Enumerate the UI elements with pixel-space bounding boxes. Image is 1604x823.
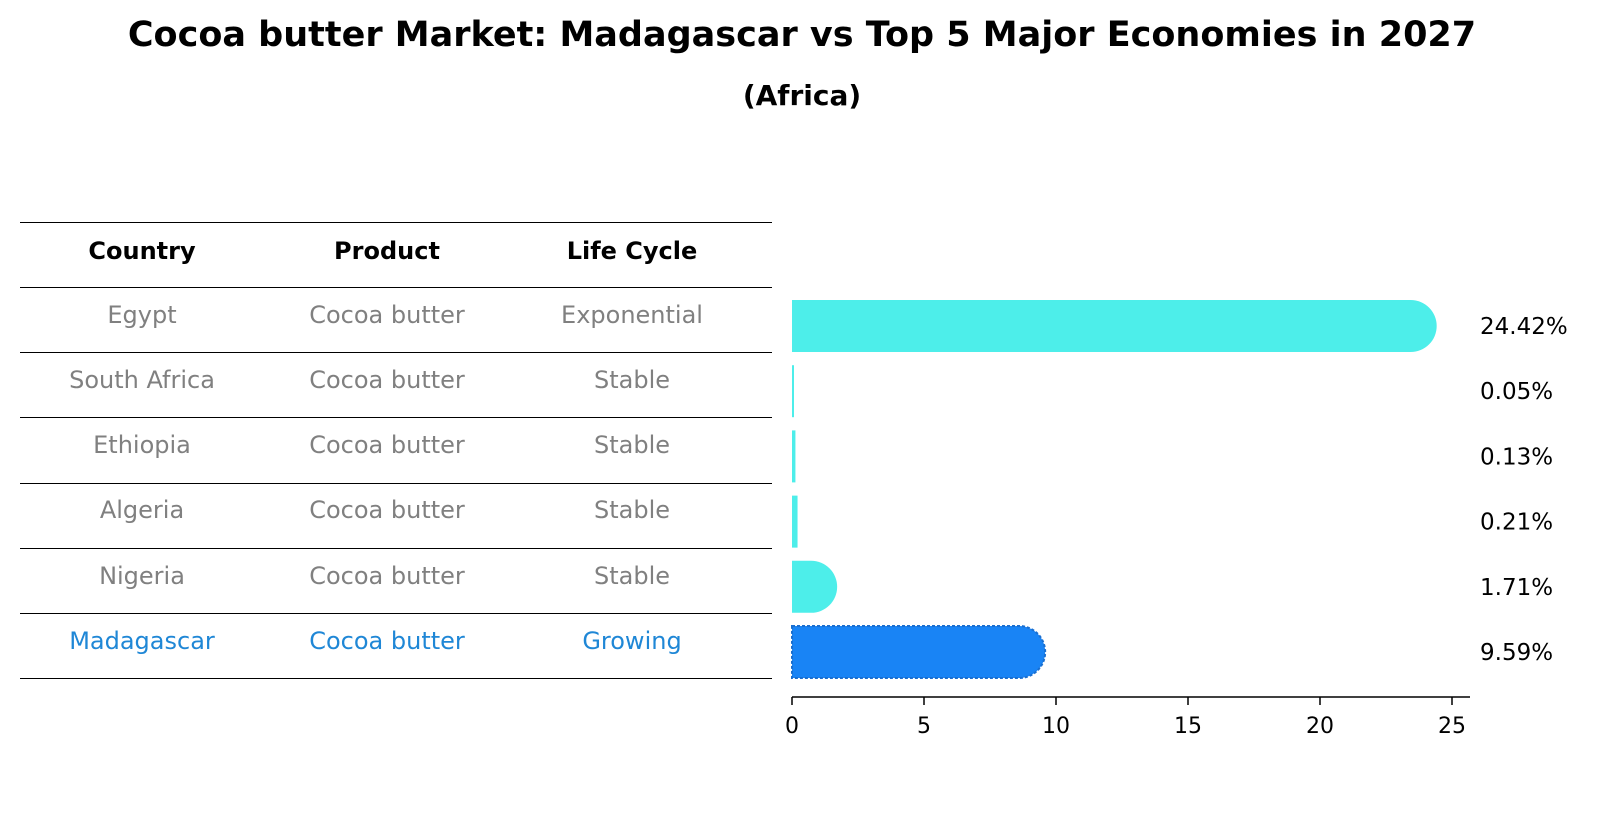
cell-product-highlight: Cocoa butter [309, 627, 465, 655]
value-label: 9.59% [1480, 640, 1553, 666]
value-label: 0.21% [1480, 510, 1553, 536]
cell-product: Cocoa butter [309, 301, 465, 329]
x-tick-label: 0 [785, 714, 799, 739]
value-label: 24.42% [1480, 314, 1568, 340]
value-label: 1.71% [1480, 575, 1553, 601]
bar [792, 495, 798, 548]
table-rule [20, 352, 772, 353]
cell-country: Algeria [99, 496, 185, 524]
table-rule [20, 222, 772, 223]
table-rule [20, 678, 772, 679]
cell-life-cycle: Stable [593, 366, 671, 394]
cell-country: South Africa [69, 366, 215, 394]
x-tick-label: 15 [1174, 714, 1202, 739]
bar [792, 365, 794, 418]
value-label: 0.05% [1480, 379, 1553, 405]
x-tick-label: 5 [917, 714, 931, 739]
value-label: 0.13% [1480, 444, 1553, 470]
cell-life-cycle: Stable [593, 562, 671, 590]
cell-country: Egypt [107, 301, 177, 329]
table-rule [20, 613, 772, 614]
bar [792, 300, 1437, 352]
cell-life-cycle: Stable [593, 496, 671, 524]
x-tick-label: 10 [1042, 714, 1070, 739]
cell-product: Cocoa butter [309, 496, 465, 524]
cell-country-highlight: Madagascar [69, 627, 215, 655]
chart-title: Cocoa butter Market: Madagascar vs Top 5… [127, 15, 1477, 55]
cell-country: Ethiopia [93, 431, 191, 459]
bar [792, 430, 796, 483]
header-country: Country [88, 237, 196, 265]
cell-country: Nigeria [99, 562, 185, 590]
table-rule [20, 287, 772, 288]
cell-life-cycle: Stable [593, 431, 671, 459]
header-life-cycle: Life Cycle [566, 237, 698, 265]
bar [792, 560, 838, 613]
x-tick-label: 25 [1438, 714, 1466, 739]
chart-subtitle: (Africa) [742, 79, 862, 112]
cell-product: Cocoa butter [309, 366, 465, 394]
table-rule [20, 483, 772, 484]
table-rule [20, 417, 772, 418]
cell-life-cycle-highlight: Growing [582, 627, 682, 655]
bar-highlight [791, 625, 1047, 679]
cell-product: Cocoa butter [309, 431, 465, 459]
header-product: Product [334, 237, 440, 265]
table-rule [20, 548, 772, 549]
cell-product: Cocoa butter [309, 562, 465, 590]
x-tick-label: 20 [1306, 714, 1334, 739]
cell-life-cycle: Exponential [561, 301, 703, 329]
